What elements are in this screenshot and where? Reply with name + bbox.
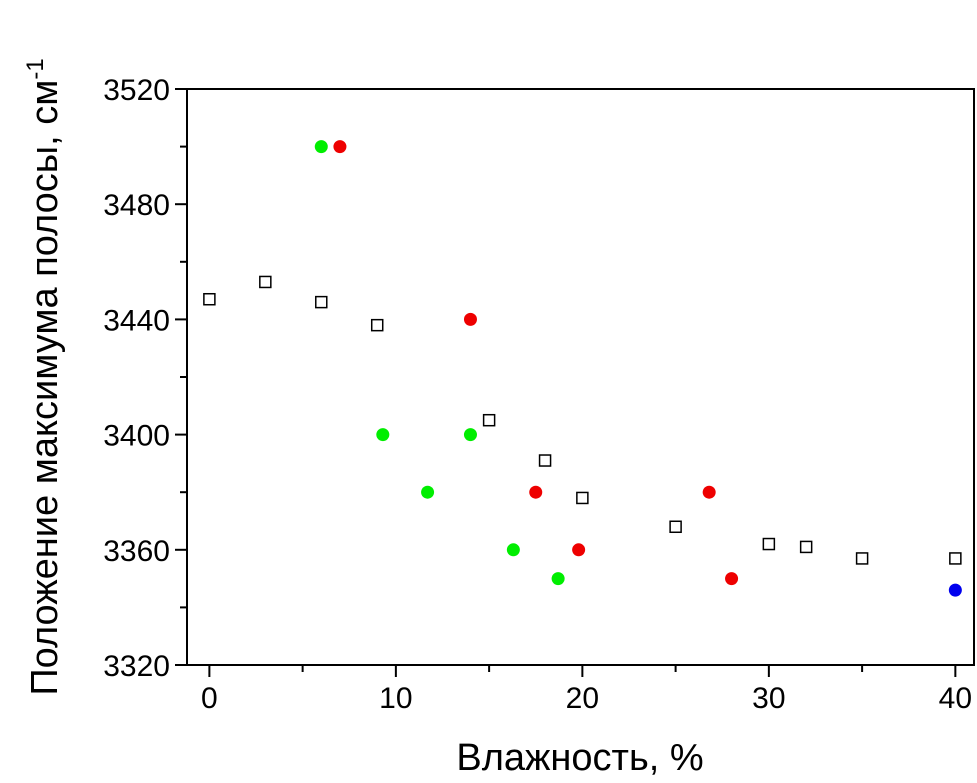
data-point-circle <box>463 428 477 442</box>
data-point-square <box>949 552 962 565</box>
y-axis-title: Положение максимума полосы, см-1 <box>22 58 66 695</box>
data-point-square <box>855 552 869 565</box>
data-point-circle <box>506 543 520 557</box>
y-tick-label: 3320 <box>103 650 170 683</box>
axis-tick-labels: 0 10 20 30 40 3320 3360 3400 3440 3480 3520 <box>103 74 972 715</box>
data-point-square <box>669 520 682 534</box>
x-tick-label: 10 <box>379 682 412 715</box>
data-point-square <box>370 318 384 332</box>
data-point-square <box>259 275 272 289</box>
data-point-circle <box>551 572 565 586</box>
x-axis-title: Влажность, % <box>456 737 703 779</box>
y-tick-label: 3480 <box>103 189 170 222</box>
data-point-square <box>315 295 328 309</box>
data-point-square <box>576 491 589 505</box>
data-point-circle <box>314 140 328 154</box>
x-tick-label: 0 <box>201 682 218 715</box>
data-point-circle <box>572 543 586 557</box>
data-point-square <box>203 292 216 306</box>
data-points <box>203 140 962 597</box>
data-point-circle <box>376 428 390 442</box>
data-point-square <box>799 540 813 554</box>
data-point-circle <box>463 312 477 326</box>
data-point-circle <box>529 485 543 499</box>
x-tick-label: 20 <box>566 682 599 715</box>
data-point-circle <box>725 572 739 586</box>
plot-frame <box>186 88 975 666</box>
y-tick-label: 3360 <box>103 535 170 568</box>
data-point-circle <box>421 485 435 499</box>
data-point-circle <box>333 140 347 154</box>
data-point-circle <box>948 583 962 597</box>
y-tick-label: 3520 <box>103 74 170 107</box>
y-axis-title-superscript: -1 <box>22 58 49 79</box>
data-point-square <box>482 413 496 427</box>
y-axis-title-main: Положение максимума полосы, см <box>24 80 66 696</box>
y-tick-label: 3400 <box>103 420 170 453</box>
y-tick-label: 3440 <box>103 304 170 337</box>
axis-ticks <box>175 88 957 677</box>
data-point-circle <box>702 485 716 499</box>
x-tick-label: 40 <box>939 682 972 715</box>
x-tick-label: 30 <box>752 682 785 715</box>
data-point-square <box>538 454 552 467</box>
data-point-square <box>762 537 776 551</box>
